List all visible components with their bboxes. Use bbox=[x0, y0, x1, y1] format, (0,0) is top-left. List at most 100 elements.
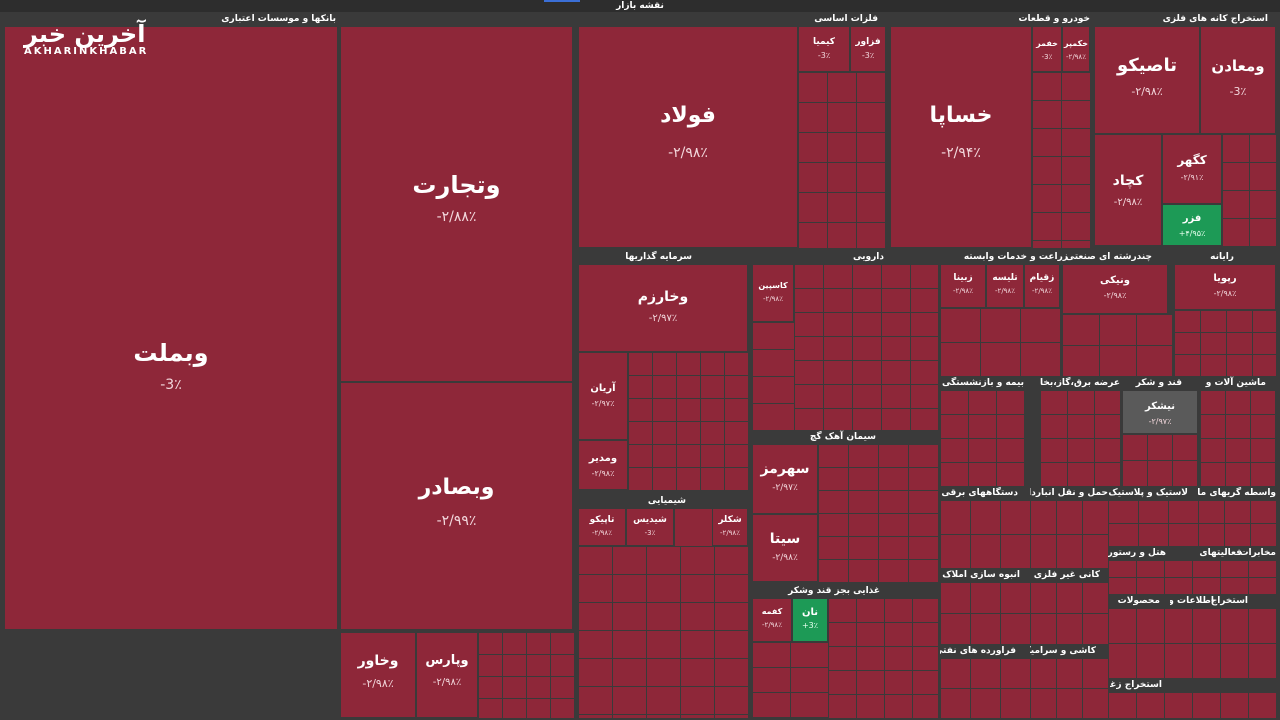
tile-tasiko[interactable]: تاصیکو -۲/۹۸٪ bbox=[1094, 26, 1200, 134]
tile-label: ومعادن bbox=[1211, 57, 1265, 75]
tiles-computer-small[interactable] bbox=[1174, 310, 1276, 376]
tiles-plastics-small[interactable] bbox=[1108, 500, 1198, 546]
tile-kaspian[interactable]: کاسپین -۲/۹۸٪ bbox=[752, 264, 794, 322]
sector-header-extract: استخراج bbox=[1210, 596, 1248, 606]
tile-percent: -۲/۹۷٪ bbox=[648, 313, 678, 324]
tiles-chemical-small[interactable] bbox=[578, 546, 748, 718]
tile-percent: +۴/۹۵٪ bbox=[1178, 229, 1206, 238]
sector-header-sugar: قند و شکر bbox=[1135, 378, 1182, 388]
tiles-hotel-small[interactable] bbox=[1108, 560, 1276, 594]
tiles-food-small[interactable] bbox=[828, 598, 938, 718]
tile-khafmor[interactable]: خفمر -3٪ bbox=[1032, 26, 1062, 72]
tile-talisa[interactable]: تلیسه -۲/۹۸٪ bbox=[986, 264, 1024, 308]
tiles-pharma-small[interactable] bbox=[794, 264, 938, 430]
tiles-agri-small[interactable] bbox=[940, 308, 1060, 376]
tiles-pharma-col[interactable] bbox=[752, 322, 794, 430]
tile-label: خکمپر bbox=[1063, 39, 1089, 48]
tile-percent: -۲/۹۷٪ bbox=[1148, 417, 1172, 426]
tile-vniki[interactable]: ونیکی -۲/۹۸٪ bbox=[1062, 264, 1168, 314]
tile-percent: -۲/۹۸٪ bbox=[772, 553, 798, 563]
tiles-mining-small[interactable] bbox=[1222, 134, 1276, 246]
tile-sita[interactable]: سیتا -۲/۹۸٪ bbox=[752, 514, 818, 582]
tile-percent: -3٪ bbox=[861, 51, 875, 60]
tile-label: کگهر bbox=[1177, 153, 1207, 167]
tiles-services-small[interactable] bbox=[1108, 608, 1276, 678]
tiles-investments-small[interactable] bbox=[628, 352, 748, 490]
tiles-realestate-small[interactable] bbox=[940, 582, 1030, 644]
tile-shodis[interactable]: شیدیس -3٪ bbox=[626, 508, 674, 546]
tile-label: وبصادر bbox=[418, 475, 495, 500]
tile-label: تاصیکو bbox=[1116, 55, 1177, 76]
tile-percent: -۲/۹۸٪ bbox=[1213, 289, 1237, 298]
tiles-refinery-small[interactable] bbox=[940, 658, 1030, 718]
tile-ripoya[interactable]: رپویا -۲/۹۸٪ bbox=[1174, 264, 1276, 310]
tiles-multi-small[interactable] bbox=[1062, 314, 1172, 376]
tile-foolad[interactable]: فولاد -۲/۹۸٪ bbox=[578, 26, 798, 248]
tile-kimia[interactable]: کیمیا -3٪ bbox=[798, 26, 850, 72]
active-tab-indicator[interactable] bbox=[544, 0, 580, 2]
tiles-insurance-small[interactable] bbox=[940, 390, 1024, 486]
tile-faravar[interactable]: فزاور -3٪ bbox=[850, 26, 886, 72]
tiles-banks-small[interactable] bbox=[478, 632, 574, 718]
tile-label: کفمه bbox=[761, 607, 783, 616]
tile-khsapa[interactable]: خساپا -۲/۹۴٪ bbox=[890, 26, 1032, 248]
top-bar: نقشه بازار bbox=[0, 0, 1280, 12]
tile-khesapa2[interactable]: خکمپر -۲/۹۸٪ bbox=[1062, 26, 1090, 72]
tile-kgohar[interactable]: کگهر -۲/۹۱٪ bbox=[1162, 134, 1222, 204]
tiles-transport-small[interactable] bbox=[1030, 500, 1108, 568]
sector-header-insurance: بیمه و بازنشستگی bbox=[941, 378, 1024, 388]
tile-sahrmz[interactable]: سهرمز -۲/۹۷٪ bbox=[752, 444, 818, 514]
sector-header-electrical: دستگاههای برقی bbox=[941, 488, 1018, 498]
tile-ziqam[interactable]: زقیام -۲/۹۸٪ bbox=[1024, 264, 1060, 308]
page-title: نقشه بازار bbox=[616, 1, 664, 11]
tile-vkhavar[interactable]: وخاور -۲/۹۸٪ bbox=[340, 632, 416, 718]
tile-vmaaden[interactable]: ومعادن -3٪ bbox=[1200, 26, 1276, 134]
sector-header-cement: سیمان آهک گچ bbox=[809, 432, 876, 442]
sector-header-machinery: ماشین آلات و bbox=[1205, 378, 1266, 388]
tile-tapiko[interactable]: تاپیکو -۲/۹۸٪ bbox=[578, 508, 626, 546]
tile-naab[interactable]: نان +3٪ bbox=[792, 598, 828, 642]
tile-label: ونیکی bbox=[1100, 275, 1130, 286]
tiles-utilities-small[interactable] bbox=[1040, 390, 1120, 486]
sector-header-mining: استخراج کانه های فلزی bbox=[1162, 14, 1268, 24]
sector-header-pharma: دارویی bbox=[853, 252, 884, 262]
tiles-cement-small[interactable] bbox=[818, 444, 938, 582]
tiles-machinery-small[interactable] bbox=[1200, 390, 1276, 486]
tile-vkharazm[interactable]: وخارزم -۲/۹۷٪ bbox=[578, 264, 748, 352]
tile-arian[interactable]: آریان -۲/۹۷٪ bbox=[578, 352, 628, 440]
sector-header-metals: فلزات اساسی bbox=[814, 14, 878, 24]
tile-kvmeli[interactable]: کفمه -۲/۹۸٪ bbox=[752, 598, 792, 642]
tile-tnishkar[interactable]: نیشکر -۲/۹۷٪ bbox=[1122, 390, 1198, 434]
tile-percent: -۲/۹۸٪ bbox=[668, 145, 708, 161]
tile-fazar[interactable]: فزر +۴/۹۵٪ bbox=[1162, 204, 1222, 246]
tiles-food-left[interactable] bbox=[752, 642, 828, 718]
tile-percent: -۲/۹۸٪ bbox=[953, 287, 973, 295]
tile-percent: -۲/۹۷٪ bbox=[772, 483, 798, 493]
tile-vpars[interactable]: وپارس -۲/۹۸٪ bbox=[416, 632, 478, 718]
tile-vtejarat[interactable]: وتجارت -۲/۸۸٪ bbox=[340, 26, 573, 382]
tile-shkar[interactable]: شکلر -۲/۹۸٪ bbox=[712, 508, 748, 546]
tile-label: وخاور bbox=[357, 653, 399, 669]
tiles-nonmetal-small[interactable] bbox=[1030, 582, 1108, 644]
tiles-coal-small[interactable] bbox=[1108, 692, 1276, 718]
tile-percent: -۲/۹۱٪ bbox=[1180, 173, 1204, 182]
tile-percent: -۲/۹۸٪ bbox=[432, 677, 462, 688]
tiles-finance-small[interactable] bbox=[1198, 500, 1276, 546]
tile-zinab[interactable]: زبینا -۲/۹۸٪ bbox=[940, 264, 986, 308]
tile-kchad[interactable]: کچاد -۲/۹۸٪ bbox=[1094, 134, 1162, 246]
tiles-auto-small[interactable] bbox=[1032, 72, 1090, 248]
tile-vbmellat[interactable]: وبملت -3٪ bbox=[4, 26, 338, 630]
sector-header-agri: زراعت و خدمات وابسته bbox=[963, 252, 1068, 262]
tile-vbsader[interactable]: وبصادر -۲/۹۹٪ bbox=[340, 382, 573, 630]
tile-percent: -۲/۹۸٪ bbox=[1032, 287, 1052, 295]
tiles-metals-small[interactable] bbox=[798, 72, 886, 248]
tile-label: خفمر bbox=[1036, 39, 1058, 48]
tiles-sugar-small[interactable] bbox=[1122, 434, 1198, 486]
tiles-electrical-small[interactable] bbox=[940, 500, 1030, 568]
tiles-chem-a[interactable] bbox=[674, 508, 712, 546]
tile-label: تاپیکو bbox=[589, 515, 615, 525]
tiles-ceramic-small[interactable] bbox=[1030, 658, 1108, 718]
tile-vmodir[interactable]: ومدیر -۲/۹۸٪ bbox=[578, 440, 628, 490]
sector-header-computer: رایانه bbox=[1210, 252, 1234, 262]
sector-header-finance: واسطه گریهای مالی و bbox=[1198, 488, 1276, 498]
